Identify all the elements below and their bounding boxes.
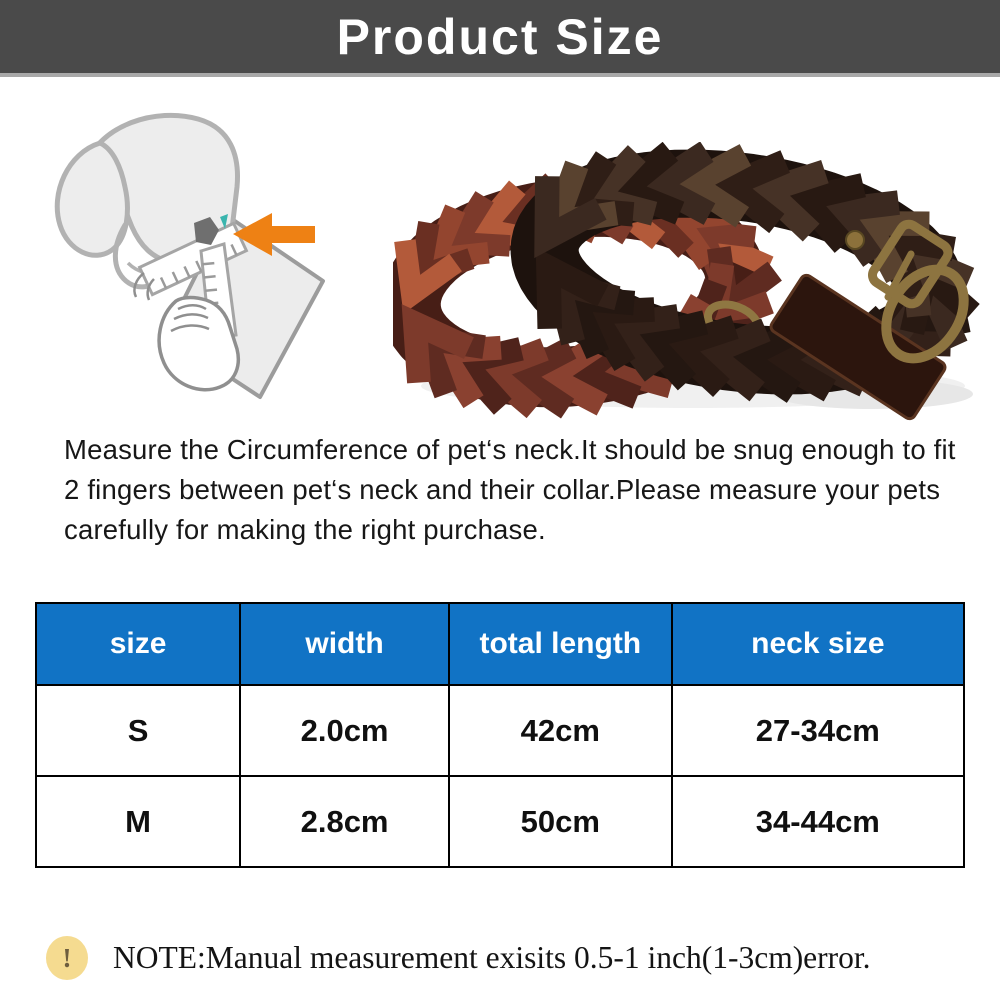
cell-neck-size: 27-34cm (670, 684, 966, 777)
hand (133, 272, 241, 392)
col-header-neck-size: neck size (670, 602, 966, 686)
cell-neck-size: 34-44cm (670, 775, 966, 868)
collar-product-photo (393, 142, 1000, 422)
dog-illustration-svg (54, 112, 325, 399)
cell-size: M (34, 775, 242, 868)
exclamation-icon: ! (46, 936, 88, 980)
header-bar: Product Size (0, 0, 1000, 77)
cell-total-length: 50cm (447, 775, 673, 868)
table-row-m: M 2.8cm 50cm 34-44cm (34, 775, 966, 868)
col-header-total-length: total length (447, 602, 673, 686)
note-text: NOTE:Manual measurement exisits 0.5-1 in… (113, 940, 871, 975)
size-table-header-row: size width total length neck size (34, 602, 966, 686)
collar-photo-svg (393, 142, 980, 421)
size-table: size width total length neck size S 2.0c… (34, 602, 966, 868)
orange-left-arrow-icon (233, 213, 315, 256)
tape-mark (220, 214, 228, 229)
col-header-width: width (239, 602, 450, 686)
page-title: Product Size (336, 8, 664, 65)
dog-measurement-illustration (28, 103, 340, 409)
cell-width: 2.8cm (239, 775, 450, 868)
table-row-s: S 2.0cm 42cm 27-34cm (34, 684, 966, 777)
cell-width: 2.0cm (239, 684, 450, 777)
cell-total-length: 42cm (447, 684, 673, 777)
note: ! NOTE:Manual measurement exisits 0.5-1 … (46, 936, 871, 980)
cell-size: S (34, 684, 242, 777)
dog-ear (54, 140, 130, 258)
measurement-instructions: Measure the Circumference of pet‘s neck.… (64, 434, 956, 545)
tape-clip (194, 217, 219, 245)
col-header-size: size (34, 602, 242, 686)
collar-buckle (769, 219, 969, 421)
